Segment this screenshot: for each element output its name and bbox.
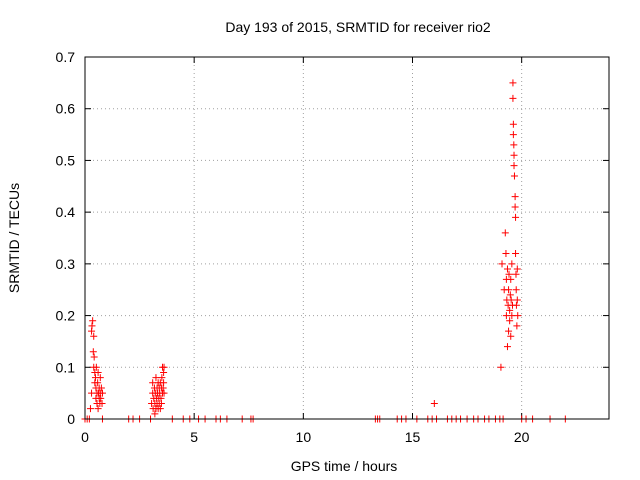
data-point	[510, 172, 518, 180]
data-point	[430, 399, 438, 407]
data-point	[507, 332, 515, 340]
data-point	[510, 141, 518, 149]
data-point	[505, 327, 513, 335]
data-point	[509, 94, 517, 102]
data-point	[512, 213, 520, 221]
data-point	[503, 343, 511, 351]
data-point	[512, 250, 520, 258]
y-tick-label: 0.1	[56, 359, 76, 375]
y-axis-label: SRMTID / TECUs	[6, 183, 22, 293]
data-point	[508, 312, 516, 320]
data-point	[86, 405, 94, 413]
grid	[85, 57, 609, 419]
data-point	[151, 410, 159, 418]
data-point	[511, 193, 519, 201]
data-point	[506, 291, 514, 299]
y-tick-label: 0	[67, 411, 75, 427]
x-tick-labels: 0 5 10 15 20	[81, 429, 530, 445]
data-point	[94, 379, 102, 387]
data-point	[160, 379, 168, 387]
data-point	[509, 120, 517, 128]
x-axis-label: GPS time / hours	[291, 458, 398, 474]
data-point	[513, 322, 521, 330]
data-point	[505, 270, 513, 278]
data-point	[501, 229, 509, 237]
y-tick-label: 0.2	[56, 308, 76, 324]
data-point	[514, 312, 522, 320]
data-point	[97, 394, 105, 402]
data-point	[92, 363, 100, 371]
y-tick-label: 0.5	[56, 152, 76, 168]
data-point	[513, 265, 521, 273]
data-point	[94, 368, 102, 376]
data-point	[503, 265, 511, 273]
data-point	[158, 374, 166, 382]
data-point	[512, 286, 520, 294]
chart-title: Day 193 of 2015, SRMTID for receiver rio…	[225, 19, 491, 35]
y-tick-label: 0.6	[56, 101, 76, 117]
data-point	[509, 131, 517, 139]
data-point	[507, 275, 515, 283]
data-point	[502, 250, 510, 258]
data-point	[506, 306, 514, 314]
x-tick-label: 0	[81, 429, 89, 445]
data-point	[88, 322, 96, 330]
data-point	[89, 348, 97, 356]
x-tick-label: 20	[514, 429, 530, 445]
data-points	[81, 79, 569, 423]
data-point	[152, 374, 160, 382]
data-point	[512, 270, 520, 278]
y-tick-label: 0.7	[56, 49, 76, 65]
data-point	[90, 353, 98, 361]
data-point	[497, 363, 505, 371]
data-point	[94, 405, 102, 413]
y-tick-labels: 0 0.1 0.2 0.3 0.4 0.5 0.6 0.7	[56, 49, 76, 427]
y-tick-label: 0.3	[56, 256, 76, 272]
data-point	[90, 332, 98, 340]
data-point	[506, 317, 514, 325]
x-tick-label: 5	[190, 429, 198, 445]
data-point	[89, 317, 97, 325]
data-point	[160, 363, 168, 371]
data-point	[510, 162, 518, 170]
data-point	[511, 203, 519, 211]
data-point	[505, 286, 513, 294]
y-tick-label: 0.4	[56, 204, 76, 220]
data-point	[508, 260, 516, 268]
data-point	[96, 374, 104, 382]
data-point	[498, 260, 506, 268]
data-point	[160, 389, 168, 397]
data-point	[507, 296, 515, 304]
x-tick-label: 10	[296, 429, 312, 445]
data-point	[509, 79, 517, 87]
data-point	[510, 151, 518, 159]
plot-frame	[84, 56, 610, 420]
x-tick-label: 15	[405, 429, 421, 445]
data-point	[513, 296, 521, 304]
data-point	[97, 384, 105, 392]
data-point	[156, 405, 164, 413]
data-point	[512, 301, 520, 309]
data-point	[157, 399, 165, 407]
data-point	[98, 389, 106, 397]
data-point	[98, 399, 106, 407]
